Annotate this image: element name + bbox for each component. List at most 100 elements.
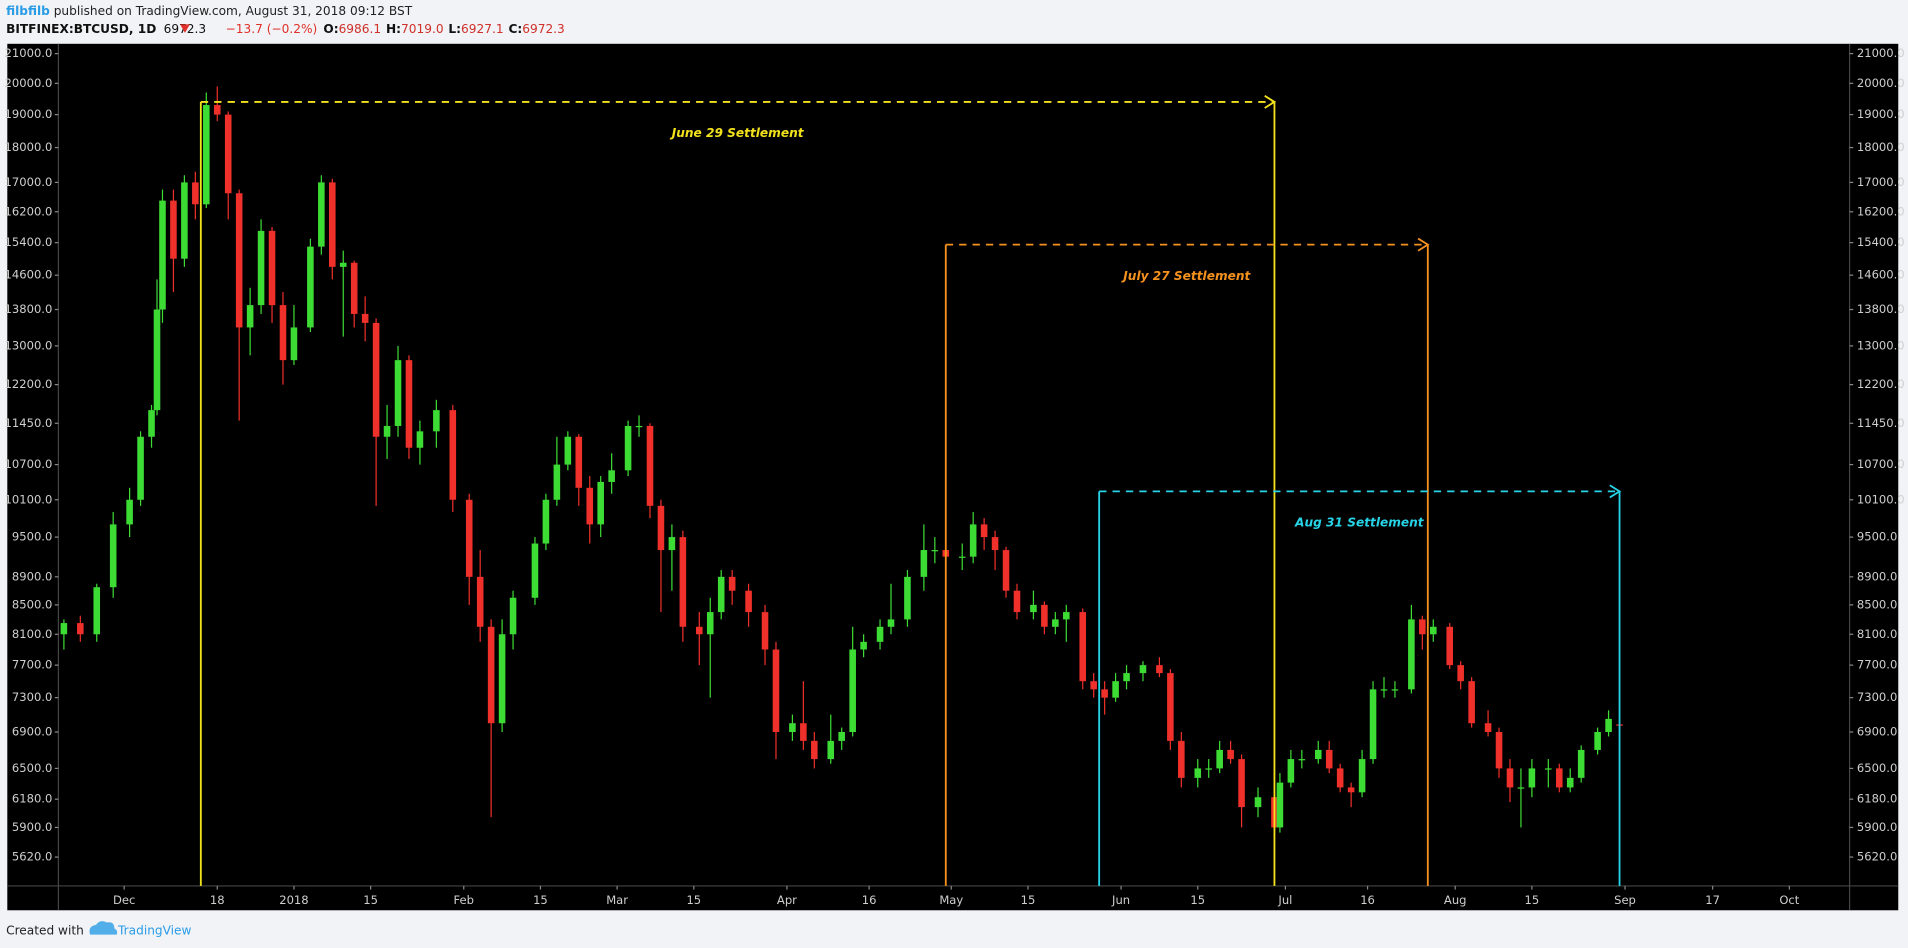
- y-tick-label: 6900.0: [12, 724, 52, 738]
- candle-body: [849, 649, 856, 732]
- x-tick-label: Dec: [113, 893, 135, 907]
- x-tick-label: 15: [533, 893, 548, 907]
- candle-body: [969, 524, 977, 557]
- candle-body: [257, 230, 265, 306]
- candle-body: [224, 114, 232, 194]
- candle-body: [1314, 749, 1322, 760]
- candle-body: [827, 740, 835, 760]
- y-tick-label: 12200.0: [5, 377, 53, 391]
- candle-body: [586, 487, 594, 525]
- candle-body: [433, 410, 440, 432]
- y-tick-label-right: 7700.0: [1857, 658, 1897, 672]
- candle-body: [1380, 689, 1388, 691]
- settlement-label: June 29 Settlement: [669, 126, 805, 140]
- author[interactable]: filbfilb: [6, 3, 50, 17]
- candle-body: [1468, 681, 1475, 724]
- candle-body: [1123, 673, 1130, 682]
- candle-body: [800, 723, 807, 741]
- candle-body: [394, 360, 402, 426]
- candle-body: [542, 499, 550, 544]
- settlement-label: Aug 31 Settlement: [1294, 516, 1425, 530]
- x-tick-label: Jul: [1277, 893, 1292, 907]
- y-tick-label: 13800.0: [5, 302, 53, 316]
- tradingview-logo[interactable]: [89, 921, 118, 935]
- y-tick-label-right: 12200.0: [1857, 377, 1905, 391]
- candle-body: [1545, 768, 1552, 770]
- candle-body: [1457, 665, 1464, 682]
- x-tick-label: May: [939, 893, 963, 907]
- candle-body: [405, 360, 413, 448]
- y-tick-label: 8500.0: [12, 597, 52, 611]
- candle-body: [1577, 749, 1585, 778]
- candle-body: [416, 431, 424, 448]
- y-tick-label-right: 18000.0: [1857, 140, 1905, 154]
- high-value: 7019.0: [401, 22, 444, 36]
- candle-body: [1013, 590, 1021, 613]
- candle-body: [1041, 604, 1048, 627]
- candle-body: [761, 612, 769, 650]
- candle-body: [1594, 731, 1601, 750]
- settlement-arrow: [1609, 484, 1622, 499]
- footer-created: Created with: [6, 923, 84, 937]
- candle-body: [1555, 768, 1563, 788]
- close-label: C:: [508, 22, 522, 36]
- candle-body: [608, 470, 615, 482]
- candle-body: [531, 543, 539, 598]
- candle-body: [93, 587, 101, 635]
- candle-body: [635, 425, 643, 428]
- candle-body: [811, 740, 818, 760]
- candle-body: [876, 626, 884, 642]
- chart-area: [7, 43, 1899, 911]
- y-tick-label-right: 17000.0: [1857, 175, 1905, 189]
- candle-body: [246, 305, 254, 328]
- y-tick-label: 11450.0: [5, 416, 53, 430]
- x-tick-label: Sep: [1614, 893, 1636, 907]
- y-tick-label-right: 10700.0: [1857, 457, 1905, 471]
- y-tick-label: 8900.0: [12, 569, 52, 583]
- candle-body: [1506, 768, 1514, 788]
- settlement-label: July 27 Settlement: [1120, 269, 1251, 283]
- candle-body: [1446, 626, 1454, 666]
- candle-body: [235, 193, 243, 328]
- x-tick-label: 15: [1190, 893, 1205, 907]
- y-tick-label: 20000.0: [5, 76, 53, 90]
- candle-body: [706, 612, 714, 635]
- y-tick-label-right: 16200.0: [1857, 204, 1905, 218]
- publish-line: filbfilb published on TradingView.com, A…: [6, 3, 413, 17]
- y-tick-label: 17000.0: [5, 175, 53, 189]
- x-tick-label: 15: [1021, 893, 1036, 907]
- x-tick-label: 15: [686, 893, 701, 907]
- y-tick-label: 9500.0: [12, 530, 52, 544]
- footer-brand[interactable]: TradingView: [117, 923, 192, 937]
- candle-body: [1484, 723, 1492, 732]
- y-tick-label: 5900.0: [12, 820, 52, 834]
- candle-body: [1205, 768, 1212, 770]
- y-tick-label-right: 8100.0: [1857, 627, 1897, 641]
- candle-body: [181, 182, 188, 259]
- y-tick-label: 7300.0: [12, 690, 52, 704]
- x-tick-label: 16: [1360, 893, 1375, 907]
- candle-body: [192, 182, 199, 205]
- candle-body: [1430, 626, 1437, 635]
- x-tick-label: Apr: [777, 893, 797, 907]
- y-tick-label: 15400.0: [5, 235, 53, 249]
- y-tick-label: 8100.0: [12, 627, 52, 641]
- candle-body: [789, 723, 796, 732]
- candle-body: [553, 464, 561, 500]
- y-tick-label: 10700.0: [5, 457, 53, 471]
- symbol-line: BITFINEX:BTCUSD, 1D 6972.3 −13.7 (−0.2%) O:…: [6, 22, 565, 36]
- candle-body: [203, 105, 210, 205]
- candle-body: [1336, 768, 1344, 788]
- y-tick-label: 6180.0: [12, 792, 52, 806]
- candle-body: [279, 305, 287, 361]
- y-tick-label: 7700.0: [12, 658, 52, 672]
- x-tick-label: Mar: [606, 893, 628, 907]
- x-tick-label: 16: [862, 893, 877, 907]
- y-tick-label: 19000.0: [5, 107, 53, 121]
- candle-body: [449, 410, 457, 500]
- low-value: 6927.1: [461, 22, 504, 36]
- candle-body: [137, 436, 144, 500]
- candle-body: [838, 731, 845, 741]
